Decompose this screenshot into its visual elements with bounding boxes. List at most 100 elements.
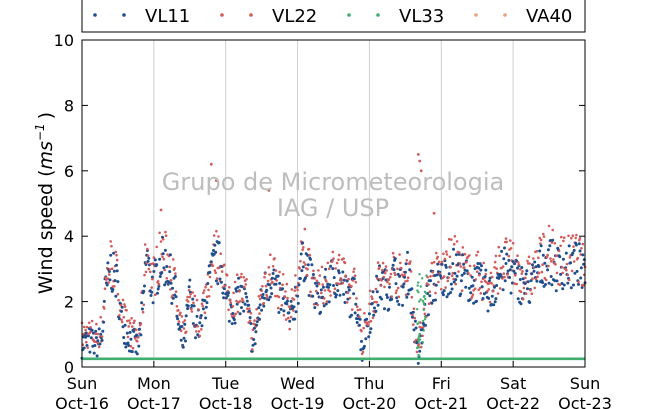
vl11-point [569,261,573,265]
vl11-point [405,295,409,299]
vl22-point [196,324,199,328]
vl22-point [207,295,211,298]
vl22-point [467,272,470,275]
vl22-point [228,286,231,289]
vl22-point [390,295,394,298]
vl11-point [566,281,570,285]
y-tick-label: 6 [64,162,74,181]
vl22-point [561,271,564,275]
plot-frame [81,39,586,368]
legend-marker [474,13,478,17]
vl22-point [566,273,570,277]
vl22-point [568,256,572,259]
vl22-point [262,301,266,305]
vl11-point [125,331,129,335]
vl22-point [513,282,516,285]
vl22-point [549,257,552,260]
vl11-point [521,277,525,281]
vl22-point [562,239,565,243]
vl22-point [488,281,491,285]
vl33-point [425,274,428,277]
vl11-point [412,328,416,332]
vl22-point [85,340,88,344]
vl11-point [475,299,478,303]
x-tick-date: Oct-21 [414,394,468,409]
vl22-point [242,275,245,279]
vl11-point [309,257,312,261]
vl11-point [140,301,144,305]
vl11-point [524,272,528,276]
vl22-point [325,280,328,283]
vl22-point [121,298,125,302]
vl11-point [372,313,376,317]
vl11-point [577,242,581,246]
vl22-point [320,265,324,269]
vl11-point [146,259,150,263]
vl11-point [350,313,353,317]
vl22-point [575,233,578,237]
y-axis-label: Wind speed (ms−1) [33,112,57,294]
vl22-point [448,255,452,259]
vl11-point [537,265,541,268]
vl11-point [233,321,237,325]
vl22-point [123,303,126,306]
vl22-point [200,302,204,306]
vl11-point [268,283,271,287]
vl11-point [128,330,132,334]
vl22-point [149,270,152,274]
vl11-point [353,311,357,315]
vl11-point [374,309,378,313]
vl11-point [162,266,166,270]
vl11-point [492,303,496,307]
vl22-point [387,278,391,282]
vl11-point [300,269,304,273]
vl22-point [409,270,413,273]
vl11-point [549,239,552,242]
vl22-point [215,277,219,280]
vl22-point [457,270,460,273]
vl11-point [98,342,102,346]
vl22-point [442,252,445,256]
vl22-point [355,305,359,309]
vl11-point [301,265,305,269]
vl22-point [154,293,157,297]
vl22-point [275,279,279,282]
vl11-point [581,253,585,257]
vl22-point [411,313,414,317]
vl22-point [497,245,501,249]
vl22-point [192,301,195,305]
vl11-point [186,304,190,308]
vl11-point [383,307,386,311]
vl11-point [244,292,248,295]
vl22-point [265,293,269,297]
vl11-point [461,253,465,257]
vl22-point [509,239,512,242]
vl11-point [263,296,266,300]
vl11-point [93,344,97,347]
vl22-point [235,299,238,303]
vl11-point [357,323,361,327]
vl22-point [117,298,120,302]
vl22-point [432,260,436,264]
vl22-point [255,307,258,311]
vl22-point [286,296,289,300]
vl22-point [341,281,345,285]
vl11-point [100,338,104,342]
vl11-point [543,261,547,265]
vl11-point [235,289,238,293]
vl11-point [180,325,184,328]
vl11-point [311,294,315,298]
vl11-point [470,275,474,279]
vl11-point [217,241,221,245]
vl22-point [179,329,183,333]
vl11-point [343,301,347,304]
x-tick-day: Sun [570,374,600,393]
vl22-point [184,330,188,334]
vl22-point [539,242,542,245]
vl22-point [430,261,434,265]
vl22-point [278,270,281,274]
vl22-point [238,290,241,293]
vl11-point [261,293,265,296]
vl22-point [158,231,161,235]
y-tick-label: 4 [64,227,74,246]
